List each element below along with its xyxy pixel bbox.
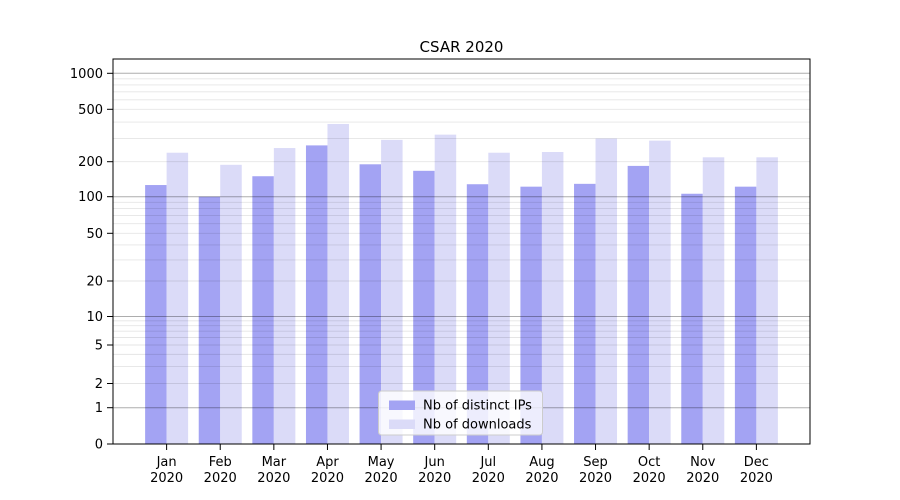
bar-downloads-nov bbox=[702, 157, 725, 444]
bar-downloads-sep bbox=[595, 138, 618, 444]
x-tick-label-year: 2020 bbox=[740, 471, 773, 486]
y-tick-label: 50 bbox=[86, 227, 103, 242]
y-tick-label: 2 bbox=[95, 377, 103, 392]
x-tick-label-year: 2020 bbox=[311, 471, 344, 486]
x-tick-label-year: 2020 bbox=[579, 471, 612, 486]
x-tick-label-year: 2020 bbox=[204, 471, 237, 486]
x-tick-label-month: Sep bbox=[583, 455, 608, 470]
x-tick-label-year: 2020 bbox=[686, 471, 719, 486]
x-tick-label-month: Jan bbox=[156, 455, 177, 470]
x-tick-label-year: 2020 bbox=[150, 471, 183, 486]
bar-downloads-feb bbox=[220, 164, 242, 445]
bar-distinct-ips-aug bbox=[520, 186, 542, 444]
x-tick-label-month: Apr bbox=[316, 455, 339, 470]
y-tick-label: 1 bbox=[95, 401, 103, 416]
bar-distinct-ips-jun bbox=[413, 170, 435, 445]
x-tick-label-month: Dec bbox=[744, 455, 769, 470]
bar-downloads-mar bbox=[273, 148, 296, 445]
bar-distinct-ips-apr bbox=[305, 145, 328, 444]
y-tick-label: 0 bbox=[95, 438, 103, 453]
bar-distinct-ips-jul bbox=[466, 184, 489, 444]
bar-distinct-ips-feb bbox=[198, 196, 221, 444]
x-tick-label-month: Jul bbox=[479, 455, 496, 470]
legend-box bbox=[378, 390, 543, 436]
x-tick-label-month: Jun bbox=[424, 455, 445, 470]
bar-distinct-ips-sep bbox=[574, 183, 596, 444]
bar-downloads-jan bbox=[166, 152, 189, 444]
plot-border bbox=[112, 58, 811, 445]
legend-swatch-distinct-ips bbox=[389, 400, 415, 410]
bar-distinct-ips-oct bbox=[627, 165, 650, 445]
x-tick-label-month: Oct bbox=[638, 455, 660, 470]
bar-downloads-jul bbox=[488, 152, 510, 444]
bar-distinct-ips-jan bbox=[145, 185, 167, 445]
x-axis: Jan2020Feb2020Mar2020Apr2020May2020Jun20… bbox=[150, 444, 773, 486]
y-tick-label: 5 bbox=[95, 339, 103, 354]
x-tick-label-month: Nov bbox=[690, 455, 716, 470]
x-tick-label-year: 2020 bbox=[365, 471, 398, 486]
y-tick-label: 20 bbox=[86, 275, 103, 290]
bar-distinct-ips-dec bbox=[734, 186, 757, 444]
x-tick-label-year: 2020 bbox=[472, 471, 505, 486]
bar-downloads-oct bbox=[649, 140, 671, 444]
x-tick-label-year: 2020 bbox=[418, 471, 451, 486]
bar-downloads-may bbox=[381, 139, 403, 445]
legend-swatch-downloads bbox=[389, 419, 415, 429]
x-tick-label-year: 2020 bbox=[633, 471, 666, 486]
x-tick-label-month: Feb bbox=[209, 455, 232, 470]
chart-title: CSAR 2020 bbox=[420, 38, 504, 56]
x-tick-label-month: Mar bbox=[262, 455, 287, 470]
bar-downloads-apr bbox=[327, 123, 349, 445]
bar-distinct-ips-nov bbox=[681, 193, 703, 444]
legend: Nb of distinct IPs Nb of downloads bbox=[378, 390, 543, 436]
y-tick-label: 500 bbox=[78, 103, 103, 118]
bar-downloads-aug bbox=[541, 151, 564, 444]
bar-downloads-jun bbox=[434, 134, 457, 444]
bar-downloads-dec bbox=[756, 157, 778, 444]
y-tick-label: 100 bbox=[78, 190, 103, 205]
bar-distinct-ips-may bbox=[359, 164, 382, 444]
x-tick-label-year: 2020 bbox=[257, 471, 290, 486]
bar-distinct-ips-mar bbox=[252, 176, 274, 444]
bars-layer bbox=[145, 123, 778, 445]
x-tick-label-month: Aug bbox=[529, 455, 554, 470]
y-axis: 0 1 2 5 10 20 50 100 200 500 1000 bbox=[70, 67, 113, 453]
y-tick-label: 10 bbox=[86, 310, 103, 325]
legend-label-downloads: Nb of downloads bbox=[423, 418, 532, 433]
x-tick-label-month: May bbox=[368, 455, 395, 470]
x-tick-label-year: 2020 bbox=[525, 471, 558, 486]
legend-label-distinct-ips: Nb of distinct IPs bbox=[423, 399, 532, 414]
y-tick-label: 1000 bbox=[70, 67, 103, 82]
y-tick-label: 200 bbox=[78, 155, 103, 170]
grid-layer bbox=[113, 72, 810, 409]
